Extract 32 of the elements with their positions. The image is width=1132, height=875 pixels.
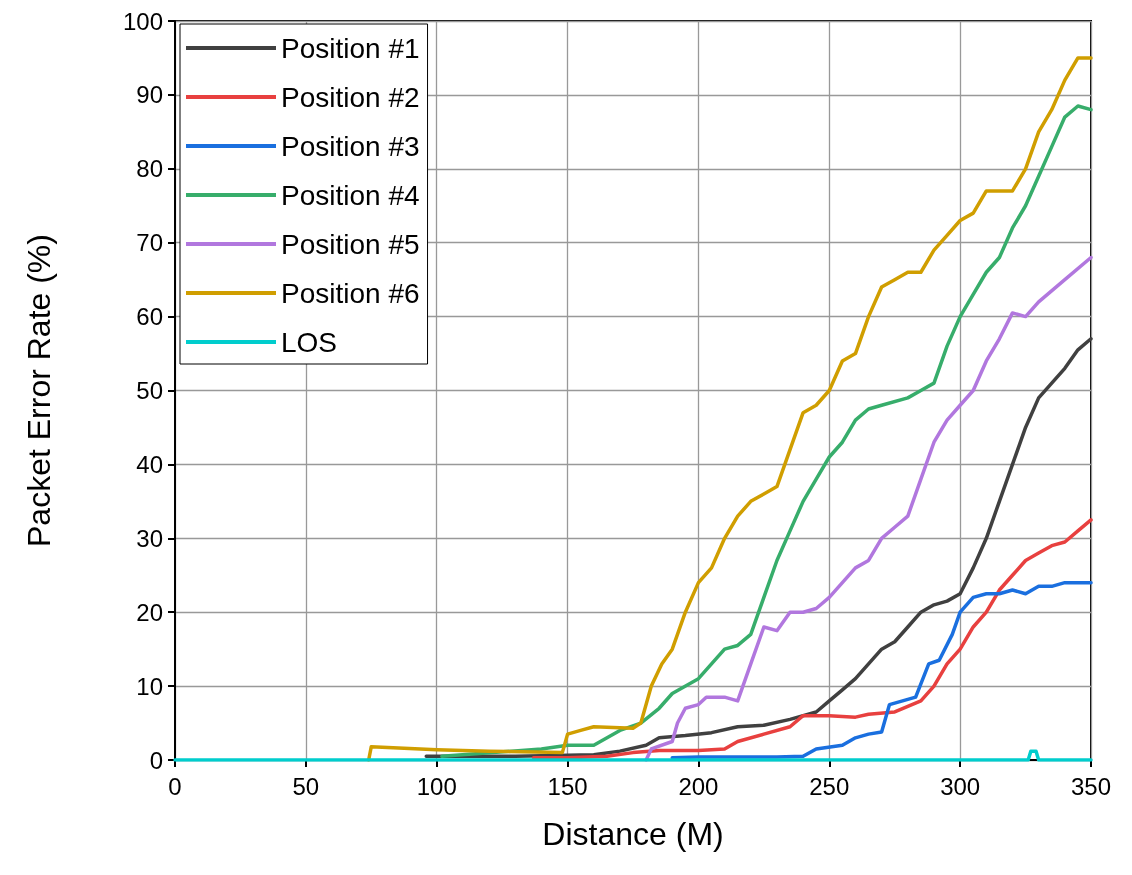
line-series bbox=[670, 580, 1093, 760]
line-series bbox=[440, 104, 1093, 759]
legend-label: Position #4 bbox=[281, 179, 420, 211]
x-tick-label: 150 bbox=[547, 772, 588, 800]
y-tick-label: 80 bbox=[136, 155, 163, 183]
x-tick-label: 200 bbox=[678, 772, 719, 800]
y-tick-label: 70 bbox=[136, 229, 163, 257]
y-tick-label: 50 bbox=[136, 377, 163, 404]
line-series bbox=[531, 518, 1093, 760]
legend-label: Position #3 bbox=[281, 130, 420, 162]
y-axis-title: Packet Error Rate (%) bbox=[21, 234, 57, 547]
legend-label: Position #5 bbox=[281, 228, 420, 260]
x-tick-label: 50 bbox=[292, 772, 320, 800]
legend-label: Position #2 bbox=[281, 81, 420, 113]
y-tick-label: 40 bbox=[136, 450, 163, 478]
legend-label: Position #1 bbox=[281, 32, 420, 64]
y-tick-label: 90 bbox=[136, 81, 163, 109]
legend-label: Position #6 bbox=[281, 277, 420, 309]
x-tick-label: 0 bbox=[168, 772, 182, 800]
legend-label: LOS bbox=[281, 326, 338, 358]
x-tick-label: 250 bbox=[809, 772, 850, 800]
y-tick-label: 60 bbox=[136, 303, 163, 331]
y-tick-label: 10 bbox=[136, 672, 163, 700]
x-tick-label: 300 bbox=[940, 772, 981, 800]
x-tick-label: 350 bbox=[1070, 772, 1112, 800]
line-series bbox=[424, 337, 1093, 759]
y-tick-label: 0 bbox=[149, 746, 163, 774]
y-tick-label: 20 bbox=[136, 598, 163, 626]
y-tick-label: 30 bbox=[136, 524, 163, 552]
y-tick-label: 100 bbox=[122, 7, 163, 35]
x-tick-label: 100 bbox=[416, 772, 457, 800]
x-axis-title: Distance (M) bbox=[542, 816, 724, 852]
